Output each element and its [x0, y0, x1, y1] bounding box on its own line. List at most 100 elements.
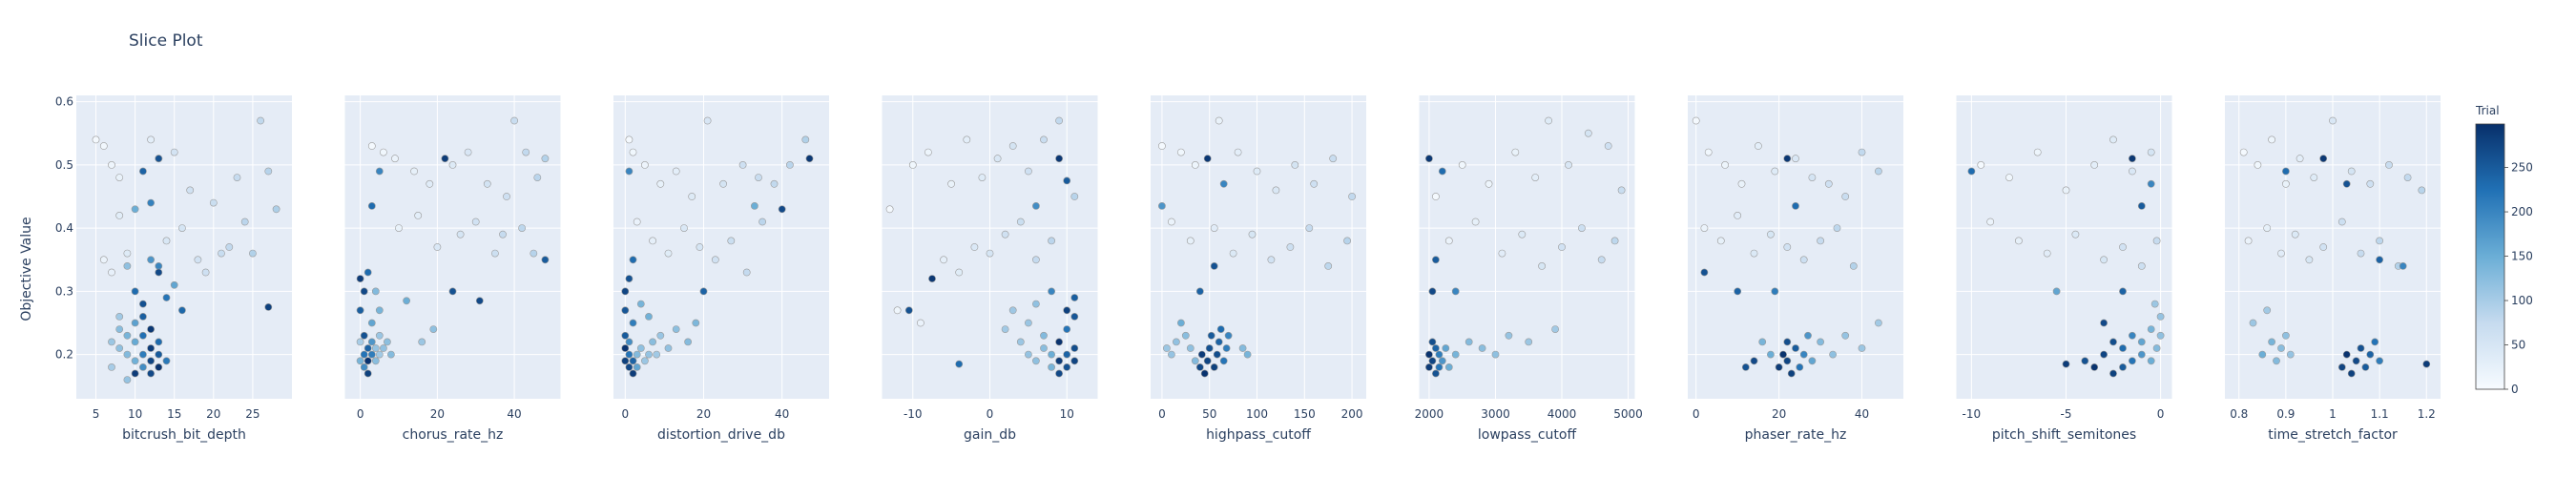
scatter-point: [940, 256, 947, 264]
scatter-point: [738, 160, 747, 169]
scatter-point: [1425, 350, 1433, 359]
scatter-point: [1248, 230, 1257, 238]
scatter-point: [1734, 211, 1742, 219]
scatter-point: [1767, 350, 1775, 359]
scatter-point: [1032, 201, 1040, 210]
colorbar-tick-label: 0: [2511, 383, 2519, 396]
scatter-point: [2422, 360, 2431, 368]
x-tick-label: 1.2: [2418, 407, 2436, 421]
scatter-point: [1432, 193, 1440, 200]
scatter-point: [955, 360, 964, 368]
scatter-point: [1197, 350, 1206, 359]
scatter-point: [2342, 350, 2351, 359]
scatter-point: [2357, 249, 2365, 258]
scatter-point: [1435, 350, 1444, 359]
scatter-point: [703, 116, 712, 125]
scatter-point: [2254, 160, 2262, 169]
scatter-point: [625, 350, 634, 359]
scatter-point: [1531, 174, 1540, 181]
scatter-point: [621, 344, 630, 352]
scatter-point: [92, 135, 100, 144]
scatter-point: [115, 325, 124, 333]
scatter-point: [621, 331, 630, 340]
scatter-point: [155, 363, 163, 371]
scatter-point: [1428, 338, 1437, 346]
scatter-point: [1792, 344, 1799, 352]
scatter-point: [680, 224, 688, 232]
scatter-point: [636, 300, 645, 308]
scatter-point: [1478, 344, 1486, 352]
colorbar-gradient: [2475, 123, 2505, 390]
scatter-point: [629, 148, 637, 156]
scatter-point: [1604, 142, 1612, 150]
scatter-point: [391, 155, 399, 163]
scatter-point: [1771, 167, 1779, 176]
scatter-point: [656, 179, 665, 188]
scatter-point: [1063, 350, 1071, 359]
colorbar-title: Trial: [2475, 104, 2500, 117]
scatter-point: [1173, 338, 1180, 346]
scatter-point: [625, 275, 634, 282]
scatter-point: [475, 297, 484, 305]
scatter-point: [264, 302, 273, 311]
scatter-point: [2152, 344, 2161, 352]
scatter-point: [2310, 174, 2318, 181]
scatter-point: [1286, 243, 1295, 251]
scatter-point: [1001, 325, 1009, 333]
scatter-point: [625, 363, 634, 371]
scatter-point: [2273, 357, 2280, 365]
scatter-point: [541, 256, 550, 264]
scatter-point: [1545, 116, 1552, 125]
scatter-point: [367, 142, 376, 150]
scatter-point: [131, 205, 139, 214]
scatter-point: [108, 363, 115, 371]
x-tick-label: 5000: [1613, 407, 1643, 421]
x-tick-label: 15: [167, 407, 181, 421]
scatter-point: [1055, 338, 1063, 346]
scatter-point: [375, 306, 384, 315]
scatter-point: [629, 357, 637, 365]
scatter-point: [356, 338, 364, 346]
scatter-point: [778, 205, 786, 214]
scatter-point: [664, 249, 673, 258]
x-tick-label: 5: [93, 407, 100, 421]
scatter-point: [645, 350, 653, 359]
scatter-point: [2005, 174, 2013, 181]
scatter-point: [1200, 369, 1209, 378]
scatter-point: [1055, 369, 1063, 378]
scatter-point: [2329, 116, 2337, 125]
scatter-point: [147, 369, 155, 378]
scatter-point: [1219, 357, 1228, 365]
scatter-point: [379, 148, 387, 156]
scatter-point: [1425, 363, 1433, 371]
scatter-point: [656, 331, 665, 340]
scatter-point: [1471, 218, 1480, 226]
scatter-point: [1055, 155, 1063, 163]
scatter-point: [2277, 249, 2285, 258]
scatter-point: [1444, 237, 1453, 245]
scatter-point: [1016, 218, 1025, 226]
y-tick-label: 0.6: [55, 95, 73, 109]
scatter-point: [1210, 224, 1218, 232]
x-tick-label: 4000: [1548, 407, 1577, 421]
x-tick-label: 50: [1202, 407, 1216, 421]
x-axis-label: lowpass_cutoff: [1478, 427, 1577, 443]
scatter-point: [1438, 357, 1446, 365]
scatter-point: [186, 186, 195, 195]
x-tick-label: 25: [245, 407, 260, 421]
scatter-point: [1967, 167, 1976, 176]
scatter-point: [1210, 261, 1218, 270]
scatter-point: [2043, 249, 2051, 258]
scatter-point: [131, 338, 139, 346]
scatter-point: [155, 268, 163, 277]
scatter-point: [138, 331, 147, 340]
scatter-point: [696, 243, 704, 251]
scatter-point: [1829, 350, 1837, 359]
scatter-point: [1191, 160, 1199, 169]
scatter-point: [1063, 325, 1071, 333]
scatter-point: [155, 155, 163, 163]
scatter-point: [1234, 148, 1242, 156]
x-tick-label: 0.9: [2276, 407, 2295, 421]
scatter-point: [2100, 319, 2108, 327]
scatter-point: [1796, 363, 1804, 371]
